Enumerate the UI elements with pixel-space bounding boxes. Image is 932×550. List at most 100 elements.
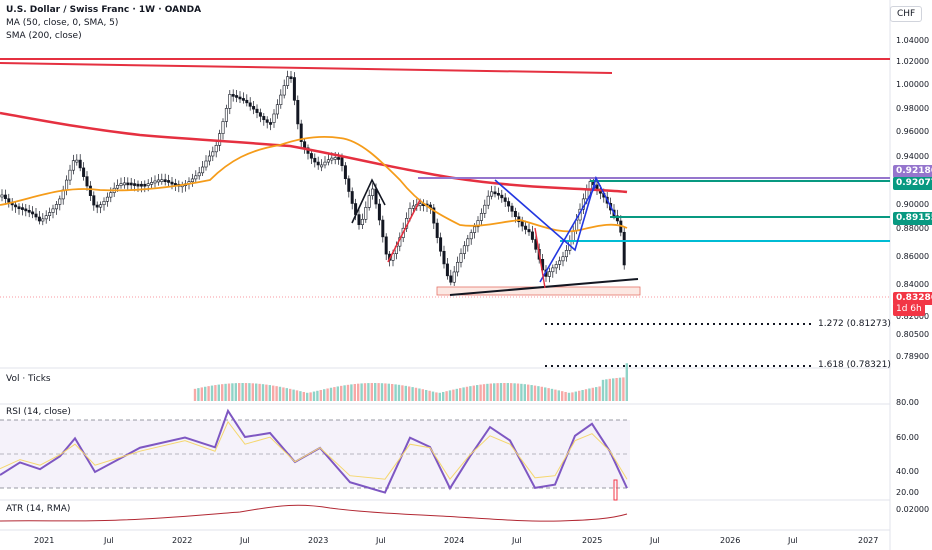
volume-bar [469, 386, 472, 401]
volume-bar [489, 383, 492, 401]
sma-legend[interactable]: SMA (200, close) [6, 31, 82, 41]
volume-bar [486, 383, 489, 401]
volume-bar [357, 383, 360, 401]
price-tick: 1.00000 [896, 80, 930, 89]
ma-legend[interactable]: MA (50, close, 0, SMA, 5) [6, 18, 119, 28]
volume-bar [445, 391, 448, 401]
volume-bar [265, 384, 268, 401]
descending-trendline [0, 62, 613, 74]
atr-line [0, 504, 628, 522]
candle-body [350, 191, 354, 204]
volume-bar [544, 387, 547, 401]
volume-bar [309, 392, 312, 401]
price-tick: 0.96000 [896, 127, 930, 136]
volume-bar [299, 391, 302, 401]
volume-bar [442, 391, 445, 401]
time-tick: Jul [104, 536, 114, 545]
candle-body [160, 179, 164, 182]
volume-bar [387, 383, 390, 401]
candle-body [27, 210, 31, 213]
candle-body [364, 207, 368, 220]
volume-bar [435, 392, 438, 401]
volume-bar [272, 385, 275, 401]
volume-bar [275, 386, 278, 401]
rsi-legend[interactable]: RSI (14, close) [6, 407, 71, 417]
candle-body [513, 210, 517, 217]
candle-body [245, 99, 249, 104]
price-tick: 0.90000 [896, 200, 930, 209]
candle-body [371, 188, 375, 196]
volume-bar [618, 377, 622, 401]
candle-body [456, 261, 460, 273]
candle-body [224, 108, 228, 122]
rsi-tick: 40.00 [896, 467, 919, 476]
candle-body [374, 188, 378, 205]
candle-body [432, 207, 436, 224]
price-tick: 0.94000 [896, 152, 930, 161]
candle-body [486, 195, 490, 206]
chart-title: U.S. Dollar / Swiss Franc · 1W · OANDA [6, 5, 202, 15]
time-tick: Jul [376, 536, 386, 545]
volume-bar [533, 385, 537, 401]
candle-body [445, 263, 449, 277]
volume-legend[interactable]: Vol · Ticks [6, 374, 51, 384]
time-tick: 2022 [172, 536, 193, 545]
candle-body [231, 94, 235, 97]
candle-body [459, 253, 463, 263]
candle-body [510, 205, 514, 212]
volume-bar [394, 384, 397, 401]
volume-bar [261, 384, 265, 401]
volume-bar [333, 387, 336, 401]
volume-bar [397, 384, 401, 401]
candle-body [296, 100, 300, 125]
volume-bar [319, 389, 322, 401]
candle-body [71, 160, 75, 171]
candle-body [418, 203, 422, 207]
price-tick: 0.88000 [896, 224, 930, 233]
candle-body [7, 198, 11, 203]
volume-bar [520, 383, 523, 401]
candle-body [343, 165, 347, 180]
volume-bar [499, 383, 503, 401]
volume-bar [340, 385, 343, 401]
candle-body [190, 178, 194, 182]
atr-legend[interactable]: ATR (14, RMA) [6, 504, 71, 514]
volume-bar [557, 390, 560, 401]
volume-bar [221, 384, 224, 401]
candle-body [289, 76, 293, 80]
candle-body [221, 121, 225, 134]
candle-body [48, 212, 52, 216]
price-tick: 0.78900 [896, 352, 930, 361]
volume-bar [374, 383, 377, 401]
volume-bar [496, 383, 499, 401]
volume-bar [251, 383, 254, 401]
volume-bar [479, 384, 482, 401]
candle-body [547, 271, 551, 277]
candle-body [452, 271, 456, 283]
volume-bar [404, 385, 407, 401]
volume-bar [605, 379, 608, 401]
volume-bar [567, 392, 571, 401]
candle-body [462, 245, 466, 254]
candle-body [207, 155, 211, 162]
candle-body [201, 166, 205, 174]
volume-bar [363, 383, 367, 401]
volume-bar [353, 383, 356, 401]
currency-button[interactable]: CHF [890, 6, 923, 22]
pattern-drawing-red [387, 199, 421, 263]
time-tick: 2027 [858, 536, 879, 545]
candle-body [122, 182, 126, 186]
candle-body [248, 102, 252, 107]
volume-bar [482, 384, 486, 401]
candle-body [85, 176, 89, 187]
candle-body [17, 206, 21, 210]
volume-bar [591, 387, 594, 401]
volume-bar [547, 388, 550, 401]
rsi-tick: 20.00 [896, 488, 919, 497]
candle-body [316, 161, 320, 166]
candle-body [340, 157, 344, 166]
volume-bar [268, 385, 271, 401]
pattern-drawing-black [351, 178, 386, 224]
last-price-badge: 0.83286 [893, 292, 932, 305]
